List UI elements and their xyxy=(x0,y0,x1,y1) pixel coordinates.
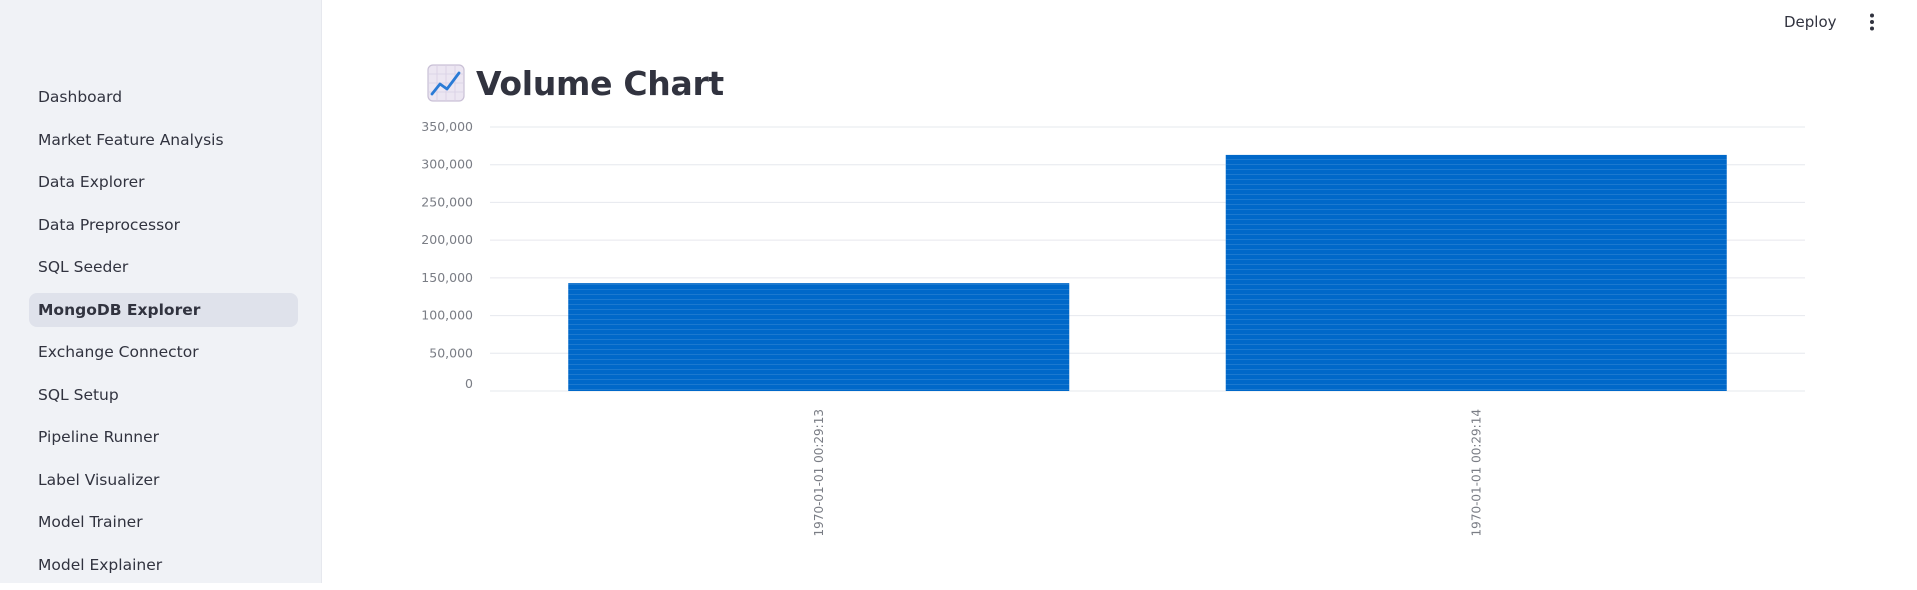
sidebar-item-sql-seeder[interactable]: SQL Seeder xyxy=(38,258,129,276)
bar-texture xyxy=(1225,154,1727,391)
sidebar: Dashboard Market Feature Analysis Data Exp… xyxy=(0,0,322,583)
bar-texture xyxy=(568,283,1070,391)
sidebar-item-pipeline-runner[interactable]: Pipeline Runner xyxy=(38,428,160,446)
sidebar-item-data-explorer[interactable]: Data Explorer xyxy=(38,173,145,191)
sidebar-item-model-trainer[interactable]: Model Trainer xyxy=(38,513,143,531)
sidebar-item-sql-setup[interactable]: SQL Setup xyxy=(38,385,119,404)
y-tick-label: 300,000 xyxy=(421,157,473,172)
sidebar-item-label-visualizer[interactable]: Label Visualizer xyxy=(38,470,160,489)
sidebar-nav: Dashboard Market Feature Analysis Data Exp… xyxy=(29,80,298,590)
page-header: Volume Chart xyxy=(426,58,724,108)
sidebar-item-dashboard[interactable]: Dashboard xyxy=(38,88,123,106)
sidebar-item-data-preprocessor[interactable]: Data Preprocessor xyxy=(38,215,180,234)
y-tick-label: 200,000 xyxy=(421,232,473,247)
y-tick-label: 50,000 xyxy=(429,345,473,360)
page-title: Volume Chart xyxy=(476,63,724,103)
y-tick-label: 100,000 xyxy=(421,308,473,323)
y-tick-label: 0 xyxy=(465,376,473,391)
sidebar-item-mongodb-explorer[interactable]: MongoDB Explorer xyxy=(29,292,298,327)
chart-increasing-icon xyxy=(427,64,465,102)
y-tick-label: 250,000 xyxy=(421,194,473,209)
sidebar-item-model-explainer[interactable]: Model Explainer xyxy=(38,555,163,574)
y-tick-label: 150,000 xyxy=(421,270,473,285)
deploy-button[interactable]: Deploy xyxy=(1784,13,1837,31)
x-tick-label: 1970-01-01 00:29:13 xyxy=(812,409,826,536)
more-vertical-icon[interactable] xyxy=(1860,8,1884,36)
y-tick-label: 350,000 xyxy=(421,119,473,134)
volume-bar-chart: 0 50,000 100,000 150,000 200,000 250,000 300,0… xyxy=(421,119,1805,536)
x-tick-label: 1970-01-01 00:29:14 xyxy=(1469,409,1483,536)
sidebar-item-market-feature-analysis[interactable]: Market Feature Analysis xyxy=(38,130,224,149)
sidebar-item-exchange-connector[interactable]: Exchange Connector xyxy=(38,343,199,361)
